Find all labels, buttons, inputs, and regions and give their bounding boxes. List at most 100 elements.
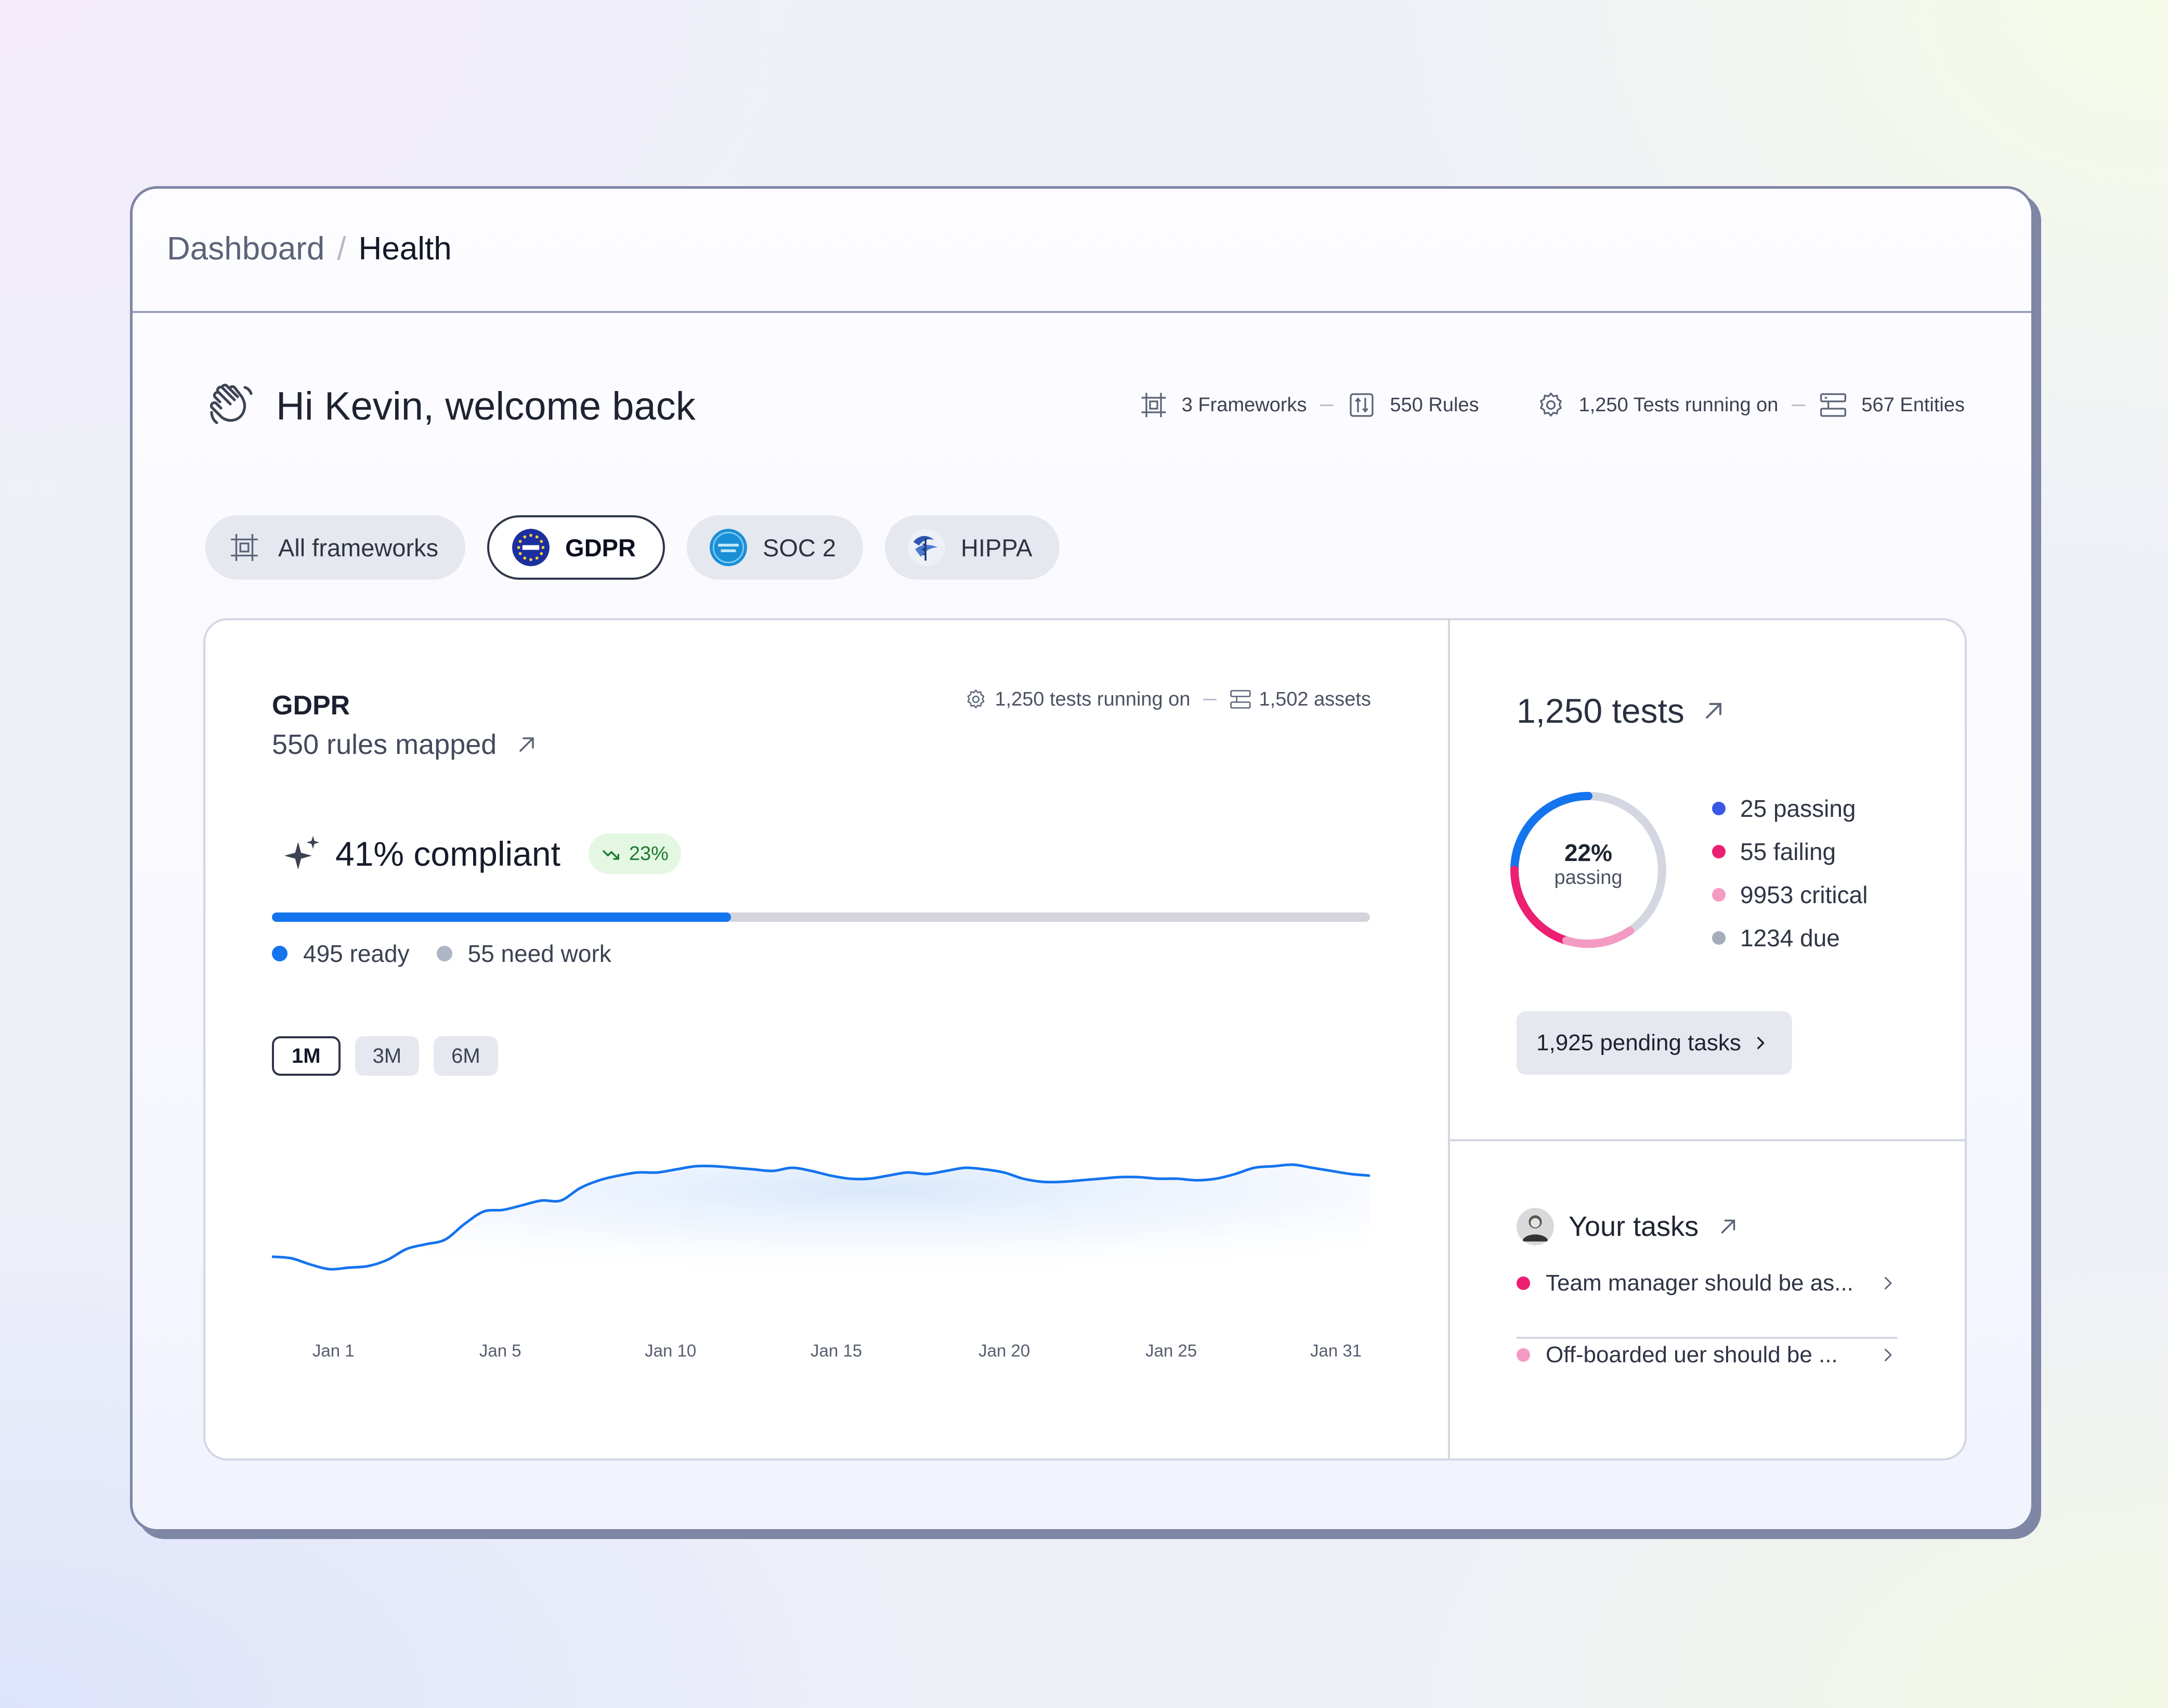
assets-label: 1,502 assets <box>1259 688 1371 710</box>
tests-donut-chart <box>1510 792 1666 948</box>
frame-icon <box>231 534 258 561</box>
chip-hippa[interactable]: HIPPA <box>885 515 1060 580</box>
range-6m-button[interactable]: 6M <box>434 1036 498 1076</box>
pending-tasks-button[interactable]: 1,925 pending tasks <box>1517 1011 1792 1075</box>
x-tick-label: Jan 31 <box>1310 1341 1362 1360</box>
stat-entities-label: 567 Entities <box>1861 394 1965 416</box>
tests-legend: 25 passing 55 failing 9953 critical 1234… <box>1712 787 1867 959</box>
donut-percent: 22% <box>1564 839 1613 866</box>
legend-item: 9953 critical <box>1712 873 1867 916</box>
greeting-text: Hi Kevin, welcome back <box>276 384 696 428</box>
breadcrumb-health: Health <box>358 231 452 267</box>
gear-icon <box>1539 392 1562 417</box>
chip-all-frameworks[interactable]: All frameworks <box>205 515 466 580</box>
tests-running-label: 1,250 tests running on <box>995 688 1191 710</box>
arrow-up-right-icon <box>1705 703 1721 719</box>
legend-item: 25 passing <box>1712 787 1867 830</box>
greeting: Hi Kevin, welcome back <box>205 381 696 431</box>
legend-item: 55 failing <box>1712 830 1867 873</box>
gear-icon <box>967 689 985 709</box>
legend-dot <box>1712 801 1726 815</box>
sparkle-icon <box>284 836 320 870</box>
aicpa-soc-logo-icon <box>709 529 747 566</box>
rules-icon <box>1350 393 1374 417</box>
card-meta: 1,250 tests running on 1,502 assets <box>964 688 1371 711</box>
task-dot <box>1517 1348 1530 1362</box>
task-label: Off-boarded uer should be ... <box>1546 1342 1838 1367</box>
header-stats: 3 Frameworks 550 Rules 1,250 Tests runni… <box>1139 390 1965 420</box>
breadcrumb-separator: / <box>337 231 346 267</box>
rules-mapped-label: 550 rules mapped <box>272 729 497 760</box>
your-tasks-link[interactable]: Your tasks <box>1517 1208 1740 1245</box>
donut-segment-passing <box>1510 792 1592 874</box>
stat-frameworks: 3 Frameworks <box>1139 390 1307 420</box>
breadcrumb: Dashboard / Health <box>167 230 452 267</box>
tests-title-link[interactable]: 1,250 tests <box>1517 691 1727 731</box>
chart-line <box>272 1163 1370 1271</box>
legend-dot <box>1712 844 1726 858</box>
x-tick-label: Jan 10 <box>645 1341 697 1360</box>
legend-label: 1234 due <box>1740 924 1840 951</box>
donut-segment-failing <box>1510 866 1571 945</box>
legend-dot <box>1712 888 1726 902</box>
x-tick-label: Jan 5 <box>479 1341 521 1360</box>
trend-badge: 23% <box>588 833 681 874</box>
chart-x-axis: Jan 1 Jan 5 Jan 10 Jan 15 Jan 20 Jan 25 Jan 31 <box>272 1341 1370 1367</box>
chip-label: All frameworks <box>278 533 439 562</box>
progress-legend: 495 ready 55 need work <box>272 940 611 968</box>
task-label: Team manager should be as... <box>1546 1270 1853 1296</box>
chevron-right-icon <box>1757 1037 1765 1049</box>
arrow-up-right-icon <box>519 737 534 752</box>
rules-mapped-link[interactable]: 550 rules mapped <box>272 728 539 761</box>
stat-divider <box>1320 404 1334 406</box>
legend-label: 9953 critical <box>1740 881 1868 908</box>
chip-label: SOC 2 <box>762 533 837 562</box>
framework-filter: All frameworks GDPR SOC <box>205 515 1081 580</box>
legend-item: 1234 due <box>1712 916 1867 959</box>
legend-label: 25 passing <box>1740 794 1856 822</box>
legend-label: 55 failing <box>1740 838 1836 865</box>
x-tick-label: Jan 25 <box>1145 1341 1197 1360</box>
chip-label: HIPPA <box>961 533 1033 562</box>
breadcrumb-dashboard[interactable]: Dashboard <box>167 231 325 267</box>
chip-gdpr[interactable]: GDPR <box>487 515 665 580</box>
chip-soc2[interactable]: SOC 2 <box>686 515 864 580</box>
horizontal-divider <box>1450 1139 1965 1141</box>
your-tasks-title: Your tasks <box>1569 1211 1699 1242</box>
stat-frameworks-label: 3 Frameworks <box>1181 394 1307 416</box>
hipaa-logo-icon <box>908 529 946 566</box>
compliance-label: 41% compliant <box>335 835 560 873</box>
vertical-divider <box>1448 620 1450 1458</box>
task-dot <box>1517 1276 1530 1290</box>
task-item[interactable]: Off-boarded uer should be ... <box>1517 1326 1897 1384</box>
range-selector: 1M 3M 6M <box>272 1036 513 1076</box>
frame-icon <box>1141 393 1166 418</box>
chip-label: GDPR <box>565 533 636 562</box>
stat-entities: 567 Entities <box>1819 390 1965 420</box>
trend-value: 23% <box>629 842 669 865</box>
compliance-trend-chart <box>272 1163 1370 1291</box>
chevron-right-icon <box>1885 1349 1892 1361</box>
chevron-right-icon <box>1885 1277 1892 1289</box>
donut-sublabel: passing <box>1554 867 1623 889</box>
compliance-summary: 41% compliant 23% <box>282 833 681 874</box>
legend-dot-need-work <box>436 946 452 961</box>
framework-title: GDPR <box>272 690 350 721</box>
trend-up-icon <box>603 850 619 860</box>
range-3m-button[interactable]: 3M <box>355 1036 420 1076</box>
compliance-progress-fill <box>272 912 731 922</box>
server-icon <box>1820 393 1847 417</box>
donut-segment-critical <box>1562 927 1634 948</box>
legend-need-work: 55 need work <box>467 940 611 967</box>
waving-hand-icon <box>210 384 253 424</box>
task-item[interactable]: Team manager should be as... <box>1517 1255 1897 1312</box>
meta-divider <box>1203 698 1217 700</box>
legend-dot-ready <box>272 946 288 961</box>
range-1m-button[interactable]: 1M <box>272 1036 341 1076</box>
stat-tests: 1,250 Tests running on <box>1536 390 1778 420</box>
legend-ready: 495 ready <box>303 940 410 967</box>
gdpr-logo-icon <box>512 529 550 566</box>
task-divider <box>1517 1337 1897 1339</box>
avatar <box>1517 1208 1554 1245</box>
x-tick-label: Jan 20 <box>978 1341 1030 1360</box>
